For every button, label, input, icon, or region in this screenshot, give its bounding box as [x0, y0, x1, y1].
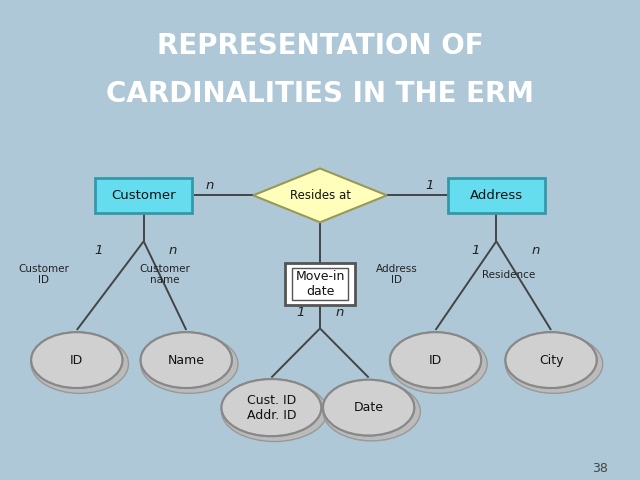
Ellipse shape — [141, 332, 232, 388]
Text: CARDINALITIES IN THE ERM: CARDINALITIES IN THE ERM — [106, 80, 534, 108]
Ellipse shape — [31, 332, 122, 388]
Ellipse shape — [323, 380, 414, 435]
Ellipse shape — [31, 332, 122, 388]
Polygon shape — [253, 168, 387, 222]
Ellipse shape — [506, 335, 603, 393]
Ellipse shape — [221, 381, 327, 442]
Ellipse shape — [141, 335, 238, 393]
Text: 1: 1 — [94, 244, 102, 257]
Text: Address
ID: Address ID — [376, 264, 417, 285]
Text: City: City — [539, 354, 563, 367]
Ellipse shape — [141, 332, 232, 388]
Ellipse shape — [323, 380, 414, 435]
Text: 38: 38 — [592, 462, 608, 475]
FancyBboxPatch shape — [285, 264, 355, 305]
FancyBboxPatch shape — [95, 178, 193, 213]
Text: Cust. ID
Addr. ID: Cust. ID Addr. ID — [246, 394, 296, 421]
FancyBboxPatch shape — [292, 268, 348, 300]
Text: n: n — [532, 244, 540, 257]
Text: Customer
ID: Customer ID — [18, 264, 68, 285]
Text: Residence: Residence — [482, 270, 535, 279]
Ellipse shape — [221, 379, 321, 436]
Ellipse shape — [506, 332, 596, 388]
FancyBboxPatch shape — [448, 178, 545, 213]
Ellipse shape — [390, 335, 487, 393]
Text: n: n — [205, 180, 214, 192]
Text: 1: 1 — [472, 244, 480, 257]
Text: Date: Date — [354, 401, 383, 414]
Ellipse shape — [221, 379, 321, 436]
Text: Customer: Customer — [111, 189, 176, 202]
Text: ID: ID — [429, 354, 442, 367]
Text: 1: 1 — [425, 180, 434, 192]
Ellipse shape — [323, 382, 420, 441]
Text: Address: Address — [470, 189, 523, 202]
Text: Customer
name: Customer name — [140, 264, 190, 285]
Text: Move-in
date: Move-in date — [295, 270, 345, 298]
Text: Name: Name — [168, 354, 205, 367]
Ellipse shape — [390, 332, 481, 388]
Text: n: n — [169, 244, 177, 257]
Ellipse shape — [31, 335, 129, 393]
Text: ID: ID — [70, 354, 83, 367]
Ellipse shape — [506, 332, 596, 388]
Text: Resides at: Resides at — [289, 189, 351, 202]
Text: REPRESENTATION OF: REPRESENTATION OF — [157, 32, 483, 60]
Text: 1: 1 — [296, 306, 305, 319]
Ellipse shape — [390, 332, 481, 388]
Text: n: n — [335, 306, 344, 319]
